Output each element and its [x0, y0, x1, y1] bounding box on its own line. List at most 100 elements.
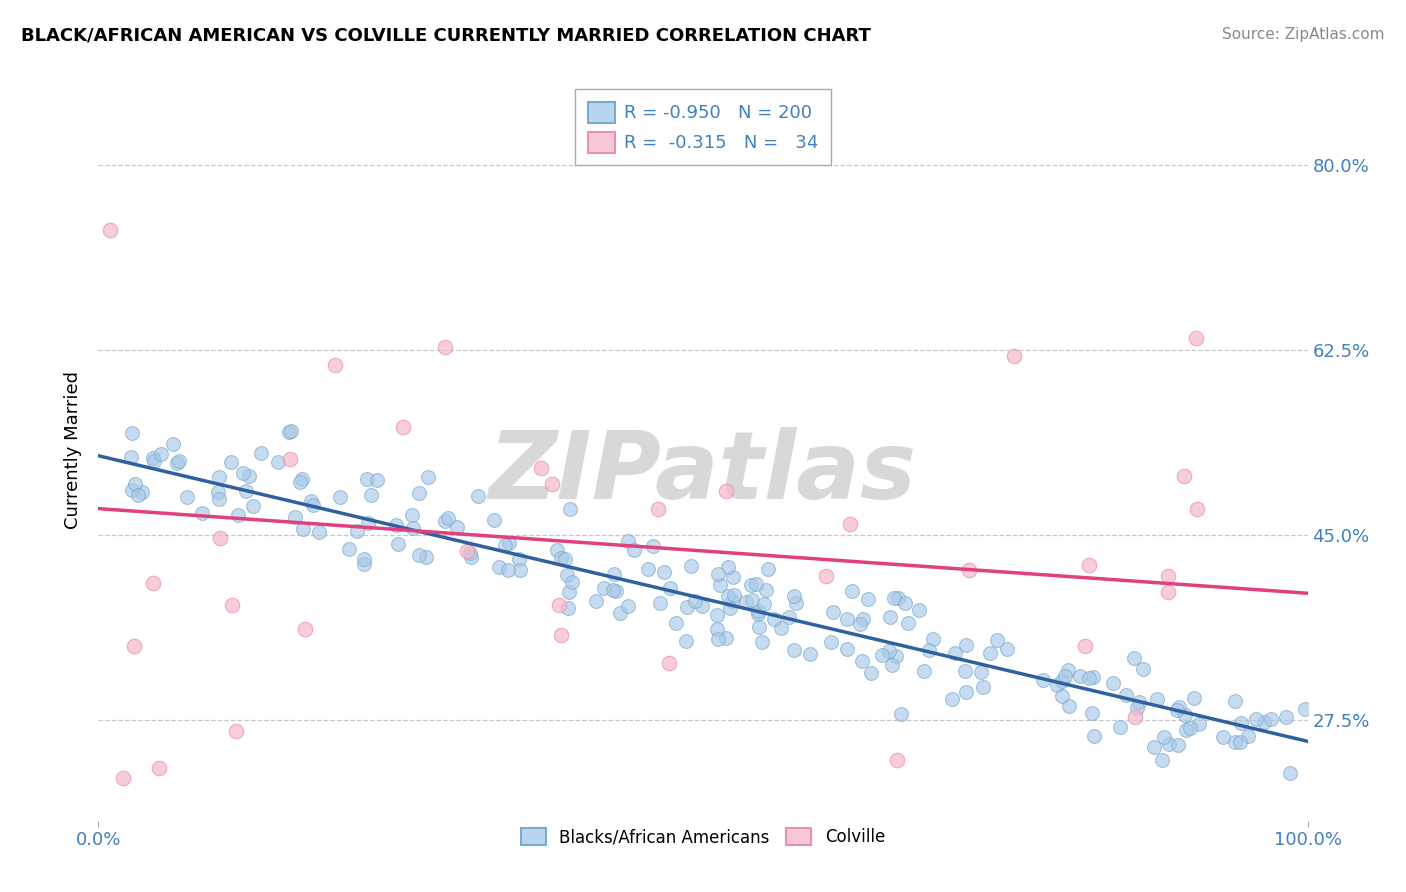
- Point: [880, 657, 903, 672]
- Point: [783, 589, 806, 603]
- Point: [548, 598, 571, 612]
- Point: [221, 598, 243, 612]
- Point: [294, 623, 316, 637]
- Point: [415, 549, 437, 564]
- Point: [509, 564, 531, 578]
- Point: [142, 576, 165, 591]
- Point: [1212, 730, 1234, 744]
- Point: [226, 508, 249, 522]
- Point: [972, 681, 994, 695]
- Point: [278, 451, 301, 466]
- Point: [799, 647, 821, 661]
- Point: [267, 455, 290, 469]
- Point: [1128, 695, 1150, 709]
- Point: [557, 584, 579, 599]
- Point: [877, 644, 900, 658]
- Point: [337, 542, 360, 557]
- Point: [1184, 331, 1206, 345]
- Point: [882, 591, 904, 606]
- Point: [1260, 712, 1282, 726]
- Point: [482, 513, 505, 527]
- Point: [1053, 669, 1076, 683]
- Point: [943, 646, 966, 660]
- Point: [460, 550, 482, 565]
- Point: [121, 483, 143, 497]
- Point: [329, 490, 352, 504]
- Point: [530, 460, 553, 475]
- Point: [1045, 678, 1067, 692]
- Point: [912, 664, 935, 678]
- Point: [849, 617, 872, 632]
- Point: [458, 547, 481, 561]
- Point: [162, 437, 184, 451]
- Point: [623, 542, 645, 557]
- Point: [1157, 738, 1180, 752]
- Point: [560, 502, 582, 516]
- Point: [1167, 739, 1189, 753]
- Point: [783, 643, 806, 657]
- Point: [744, 577, 766, 591]
- Point: [557, 600, 579, 615]
- Point: [1174, 707, 1197, 722]
- Point: [494, 538, 516, 552]
- Point: [706, 566, 728, 581]
- Point: [323, 359, 346, 373]
- Point: [747, 607, 769, 621]
- Point: [835, 641, 858, 656]
- Point: [208, 492, 231, 507]
- Point: [593, 582, 616, 596]
- Point: [851, 655, 873, 669]
- Point: [955, 664, 977, 678]
- Point: [716, 484, 738, 499]
- Point: [941, 691, 963, 706]
- Point: [1081, 670, 1104, 684]
- Point: [675, 634, 697, 648]
- Point: [550, 551, 572, 566]
- Point: [647, 502, 669, 516]
- Point: [121, 425, 143, 440]
- Point: [1050, 673, 1073, 688]
- Point: [884, 649, 907, 664]
- Point: [683, 594, 706, 608]
- Point: [284, 509, 307, 524]
- Point: [356, 472, 378, 486]
- Point: [176, 490, 198, 504]
- Point: [1229, 735, 1251, 749]
- Point: [986, 633, 1008, 648]
- Point: [603, 566, 626, 581]
- Point: [1294, 702, 1316, 716]
- Point: [408, 549, 430, 563]
- Text: Source: ZipAtlas.com: Source: ZipAtlas.com: [1222, 27, 1385, 42]
- Point: [894, 596, 917, 610]
- Point: [717, 559, 740, 574]
- Point: [1123, 710, 1146, 724]
- Point: [1223, 694, 1246, 708]
- Point: [955, 685, 977, 699]
- Point: [820, 635, 842, 649]
- Point: [706, 608, 728, 623]
- Point: [120, 450, 142, 464]
- Point: [1126, 701, 1149, 715]
- Point: [433, 514, 456, 528]
- Point: [748, 620, 770, 634]
- Point: [839, 516, 862, 531]
- Point: [1108, 720, 1130, 734]
- Point: [617, 599, 640, 613]
- Point: [648, 596, 671, 610]
- Point: [1077, 558, 1099, 573]
- Point: [1237, 729, 1260, 743]
- Point: [823, 605, 845, 619]
- Point: [1182, 691, 1205, 706]
- Point: [357, 516, 380, 530]
- Point: [290, 475, 312, 489]
- Point: [814, 568, 837, 582]
- Point: [887, 591, 910, 606]
- Point: [353, 552, 375, 566]
- Text: ZIPatlas: ZIPatlas: [489, 426, 917, 518]
- Point: [1115, 688, 1137, 702]
- Point: [1187, 502, 1209, 516]
- Point: [1278, 765, 1301, 780]
- Point: [127, 488, 149, 502]
- Point: [546, 542, 568, 557]
- Point: [408, 486, 430, 500]
